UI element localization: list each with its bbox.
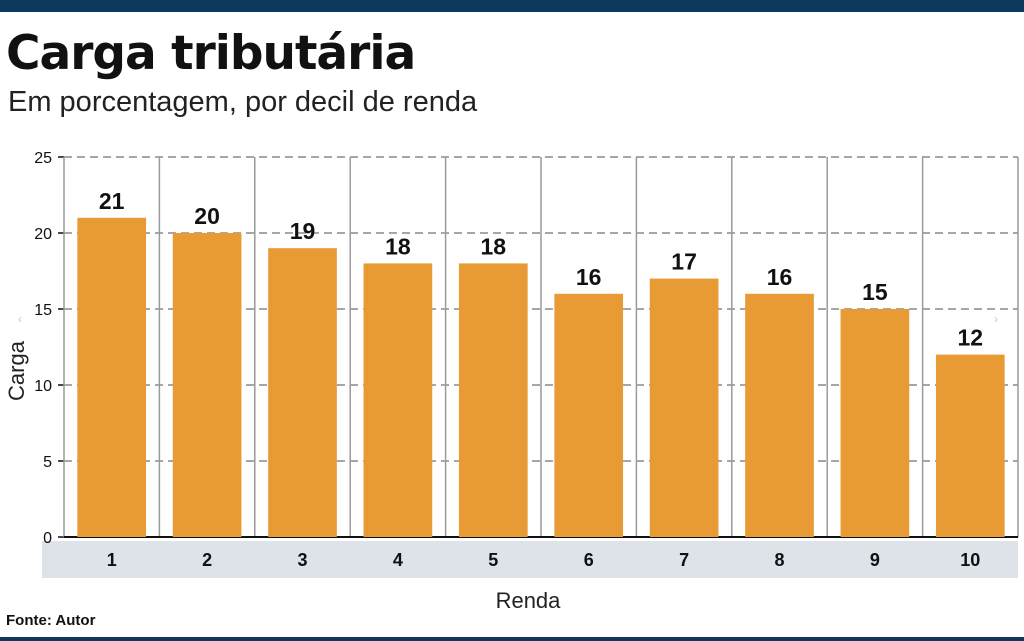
data-label: 18 (481, 233, 507, 259)
y-tick-label: 20 (34, 226, 52, 243)
bar (649, 278, 719, 537)
bar (363, 263, 433, 537)
bar (172, 233, 242, 537)
x-tick-label: 4 (393, 550, 403, 570)
chart-title: Carga tributária (6, 26, 416, 81)
bar (77, 217, 147, 538)
x-axis-label: Renda (496, 588, 562, 613)
x-tick-label: 1 (107, 550, 117, 570)
bars-layer (77, 217, 1005, 538)
bar (840, 309, 910, 537)
x-tick-label: 2 (202, 550, 212, 570)
chart-subtitle: Em porcentagem, por decil de renda (8, 86, 478, 118)
data-label: 16 (576, 264, 602, 290)
bar (458, 263, 528, 537)
data-label: 12 (958, 325, 984, 351)
y-tick-label: 25 (34, 150, 52, 167)
source-note: Fonte: Autor (6, 612, 96, 629)
labels-layer: 0 5 10 15 20 25 21 1 20 2 19 3 18 4 18 5 16 6 17 7 16 8 15 9 12 1… (34, 150, 983, 570)
bar (745, 293, 814, 537)
category-band (42, 541, 1018, 578)
data-label: 17 (671, 249, 697, 275)
x-tick-label: 10 (960, 550, 980, 570)
data-label: 18 (385, 233, 411, 259)
bar (554, 293, 624, 537)
x-tick-label: 7 (679, 550, 689, 570)
data-label: 15 (862, 279, 888, 305)
x-tick-label: 6 (584, 550, 594, 570)
x-tick-label: 5 (488, 550, 498, 570)
x-tick-label: 8 (774, 550, 784, 570)
y-axis-label: Carga (4, 340, 29, 401)
y-tick-label: 10 (34, 378, 52, 395)
data-label: 20 (194, 203, 220, 229)
chevron-right-icon[interactable]: › (994, 312, 998, 326)
x-tick-label: 9 (870, 550, 880, 570)
y-tick-label: 5 (43, 454, 52, 471)
y-tick-label: 0 (43, 530, 52, 547)
bar (935, 354, 1005, 537)
data-label: 21 (99, 188, 125, 214)
data-label: 19 (290, 218, 316, 244)
bar (268, 248, 337, 537)
top-banner-bar (0, 0, 1024, 12)
data-label: 16 (767, 264, 793, 290)
chevron-left-icon[interactable]: ‹ (18, 312, 22, 326)
x-tick-label: 3 (297, 550, 307, 570)
bottom-banner-bar (0, 637, 1024, 641)
y-tick-label: 15 (34, 302, 52, 319)
